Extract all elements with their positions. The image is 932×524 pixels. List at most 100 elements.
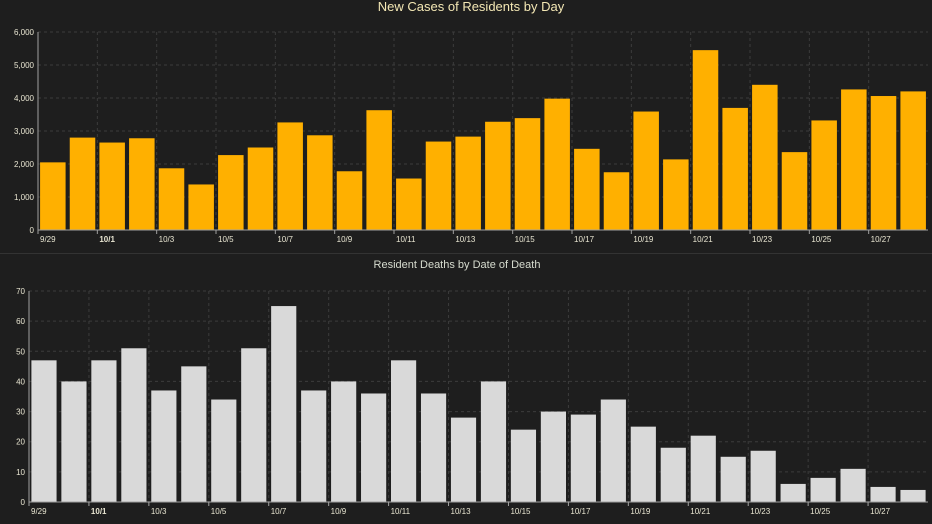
cases-x-tick-label: 9/29 [40, 235, 56, 244]
cases-bar [663, 159, 689, 230]
cases-x-tick-label: 10/11 [396, 235, 416, 244]
cases-bar [455, 136, 481, 230]
cases-bar [692, 50, 719, 231]
new-cases-chart: New Cases of Residents by Day 0 1,000 2,00… [14, 0, 928, 244]
deaths-chart-title: Resident Deaths by Date of Death [374, 259, 541, 271]
cases-chart-title: New Cases of Residents by Day [378, 0, 565, 14]
deaths-bar [331, 381, 357, 502]
cases-x-tick-label: 10/25 [811, 235, 832, 244]
deaths-y-tick-label: 60 [16, 317, 25, 326]
cases-y-tick-label: 2,000 [14, 160, 35, 169]
deaths-y-axis: 0 10 20 30 40 50 60 70 [16, 287, 30, 507]
deaths-x-tick-label: 10/25 [810, 507, 831, 516]
cases-x-tick-label: 10/23 [752, 235, 773, 244]
cases-y-tick-label: 0 [30, 226, 35, 235]
deaths-x-tick-label: 10/23 [750, 507, 771, 516]
cases-bar [781, 152, 808, 230]
deaths-x-tick-label: 10/7 [271, 507, 287, 516]
deaths-x-tick-label: 10/1 [91, 507, 107, 516]
cases-grid [37, 31, 928, 230]
cases-x-tick-label: 10/9 [337, 235, 353, 244]
cases-bar [277, 122, 303, 230]
cases-x-tick-label: 10/19 [633, 235, 654, 244]
cases-x-tick-label: 10/7 [277, 235, 293, 244]
deaths-y-tick-label: 40 [16, 377, 25, 386]
cases-y-tick-label: 1,000 [14, 193, 35, 202]
cases-x-tick-label: 10/13 [455, 235, 476, 244]
deaths-bar [420, 393, 447, 502]
cases-bar [603, 172, 630, 230]
cases-bars [40, 50, 926, 231]
cases-bar [425, 141, 452, 230]
cases-bar [722, 107, 748, 230]
cases-y-axis: 0 1,000 2,000 3,000 4,000 5,000 6,000 [14, 28, 39, 235]
deaths-y-tick-label: 10 [16, 468, 25, 477]
deaths-bar [211, 399, 237, 502]
cases-y-tick-label: 5,000 [14, 61, 35, 70]
deaths-bar [181, 366, 207, 502]
cases-x-tick-label: 10/5 [218, 235, 234, 244]
deaths-x-tick-label: 10/17 [570, 507, 591, 516]
deaths-bar [510, 429, 537, 502]
cases-bar [900, 91, 926, 231]
cases-bar [544, 98, 570, 230]
deaths-bar [600, 399, 626, 502]
deaths-y-tick-label: 70 [16, 287, 25, 296]
deaths-bar [301, 390, 327, 502]
cases-bar [366, 110, 392, 230]
deaths-x-tick-label: 10/15 [510, 507, 531, 516]
cases-x-tick-label: 10/17 [574, 235, 595, 244]
cases-bar [485, 121, 511, 230]
deaths-bar [840, 468, 866, 502]
cases-bar [188, 184, 214, 230]
charts-divider [0, 253, 932, 254]
deaths-bar [151, 390, 177, 502]
deaths-x-tick-label: 10/21 [690, 507, 711, 516]
resident-deaths-chart: Resident Deaths by Date of Death 0 10 20 30… [16, 259, 928, 516]
deaths-y-tick-label: 50 [16, 347, 25, 356]
cases-x-axis: 9/29 10/1 10/3 10/5 10/7 10/9 10/11 10/13 10/15 1… [37, 229, 928, 244]
deaths-x-tick-label: 10/3 [151, 507, 167, 516]
deaths-x-tick-label: 10/11 [391, 507, 411, 516]
deaths-bar [241, 348, 267, 502]
deaths-bar [121, 348, 147, 502]
cases-bar [158, 168, 185, 230]
deaths-bar [750, 450, 776, 502]
deaths-bar [31, 360, 57, 502]
deaths-y-tick-label: 0 [21, 498, 26, 507]
deaths-x-tick-label: 9/29 [31, 507, 47, 516]
cases-x-tick-label: 10/3 [159, 235, 175, 244]
cases-bar [40, 162, 66, 230]
deaths-bar [61, 381, 87, 502]
deaths-y-tick-label: 20 [16, 438, 25, 447]
deaths-bar [660, 447, 686, 502]
deaths-bar [91, 360, 117, 502]
cases-bar [841, 89, 867, 230]
deaths-bar [690, 435, 716, 502]
deaths-x-tick-label: 10/9 [331, 507, 347, 516]
cases-bar [99, 142, 125, 230]
deaths-y-tick-label: 30 [16, 408, 25, 417]
cases-x-tick-label: 10/1 [99, 235, 115, 244]
cases-y-tick-label: 6,000 [14, 28, 35, 37]
cases-y-tick-label: 4,000 [14, 94, 35, 103]
deaths-bar [450, 417, 477, 502]
deaths-x-tick-label: 10/27 [870, 507, 891, 516]
deaths-bar [480, 381, 507, 502]
cases-x-tick-label: 10/15 [515, 235, 536, 244]
deaths-bar [870, 486, 896, 502]
cases-bar [514, 118, 541, 230]
cases-bar [69, 137, 96, 230]
deaths-x-tick-label: 10/5 [211, 507, 227, 516]
cases-bar [811, 120, 837, 230]
cases-bar [129, 138, 155, 230]
cases-x-tick-label: 10/27 [871, 235, 892, 244]
cases-bar [218, 155, 244, 230]
deaths-bar [780, 483, 806, 502]
deaths-bar [720, 456, 746, 502]
cases-bar [336, 171, 363, 230]
deaths-bar [540, 411, 567, 502]
deaths-bars [31, 306, 926, 502]
cases-bar [396, 178, 422, 230]
deaths-x-tick-label: 10/13 [451, 507, 472, 516]
